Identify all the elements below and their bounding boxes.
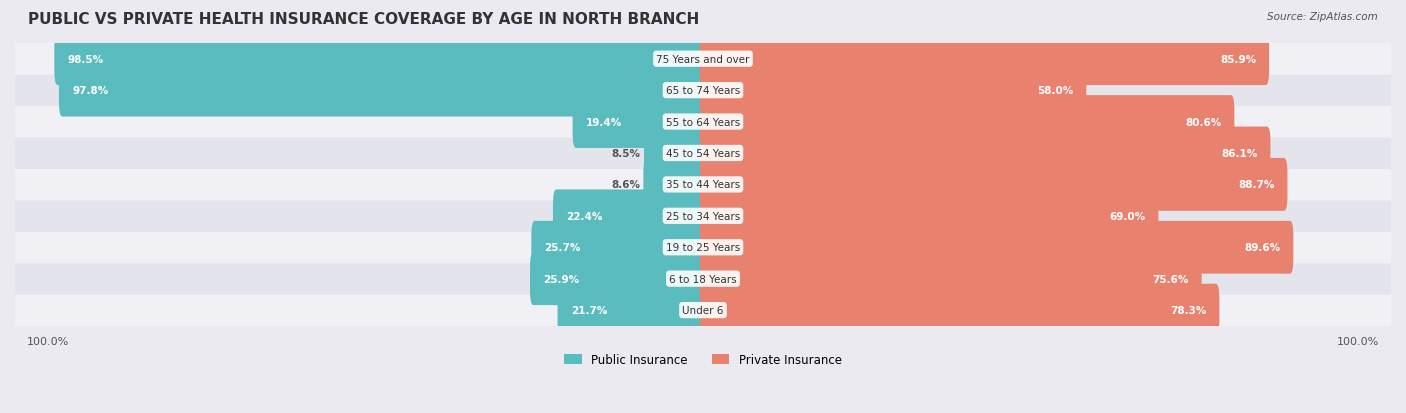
- Text: 35 to 44 Years: 35 to 44 Years: [666, 180, 740, 190]
- FancyBboxPatch shape: [700, 190, 1159, 243]
- Text: 25 to 34 Years: 25 to 34 Years: [666, 211, 740, 221]
- Text: 25.9%: 25.9%: [543, 274, 579, 284]
- Text: 69.0%: 69.0%: [1109, 211, 1146, 221]
- Text: 97.8%: 97.8%: [72, 86, 108, 96]
- FancyBboxPatch shape: [700, 221, 1294, 274]
- Text: 55 to 64 Years: 55 to 64 Years: [666, 117, 740, 127]
- Text: 75 Years and over: 75 Years and over: [657, 55, 749, 64]
- Text: 22.4%: 22.4%: [567, 211, 602, 221]
- FancyBboxPatch shape: [572, 96, 706, 149]
- FancyBboxPatch shape: [644, 127, 706, 180]
- Text: 85.9%: 85.9%: [1220, 55, 1256, 64]
- FancyBboxPatch shape: [15, 232, 1391, 263]
- FancyBboxPatch shape: [700, 284, 1219, 337]
- Text: 19.4%: 19.4%: [586, 117, 621, 127]
- FancyBboxPatch shape: [531, 221, 706, 274]
- FancyBboxPatch shape: [644, 159, 706, 211]
- FancyBboxPatch shape: [700, 159, 1288, 211]
- Text: 80.6%: 80.6%: [1185, 117, 1222, 127]
- Text: 19 to 25 Years: 19 to 25 Years: [666, 243, 740, 253]
- FancyBboxPatch shape: [59, 64, 706, 117]
- FancyBboxPatch shape: [700, 253, 1202, 305]
- FancyBboxPatch shape: [15, 294, 1391, 326]
- FancyBboxPatch shape: [558, 284, 706, 337]
- Text: Source: ZipAtlas.com: Source: ZipAtlas.com: [1267, 12, 1378, 22]
- FancyBboxPatch shape: [15, 43, 1391, 76]
- Text: 98.5%: 98.5%: [67, 55, 104, 64]
- FancyBboxPatch shape: [530, 253, 706, 305]
- FancyBboxPatch shape: [15, 263, 1391, 295]
- Text: 75.6%: 75.6%: [1152, 274, 1188, 284]
- Text: 58.0%: 58.0%: [1038, 86, 1073, 96]
- Text: 8.6%: 8.6%: [612, 180, 640, 190]
- Text: 21.7%: 21.7%: [571, 305, 607, 316]
- Text: 6 to 18 Years: 6 to 18 Years: [669, 274, 737, 284]
- FancyBboxPatch shape: [700, 64, 1087, 117]
- FancyBboxPatch shape: [553, 190, 706, 243]
- FancyBboxPatch shape: [15, 75, 1391, 107]
- FancyBboxPatch shape: [15, 200, 1391, 232]
- FancyBboxPatch shape: [700, 127, 1271, 180]
- FancyBboxPatch shape: [15, 138, 1391, 170]
- Text: 65 to 74 Years: 65 to 74 Years: [666, 86, 740, 96]
- Text: 45 to 54 Years: 45 to 54 Years: [666, 149, 740, 159]
- Text: 78.3%: 78.3%: [1170, 305, 1206, 316]
- FancyBboxPatch shape: [55, 33, 706, 86]
- Text: 25.7%: 25.7%: [544, 243, 581, 253]
- Text: PUBLIC VS PRIVATE HEALTH INSURANCE COVERAGE BY AGE IN NORTH BRANCH: PUBLIC VS PRIVATE HEALTH INSURANCE COVER…: [28, 12, 699, 27]
- Text: 88.7%: 88.7%: [1239, 180, 1274, 190]
- Text: 8.5%: 8.5%: [612, 149, 641, 159]
- Text: 86.1%: 86.1%: [1220, 149, 1257, 159]
- Text: 89.6%: 89.6%: [1244, 243, 1281, 253]
- Text: Under 6: Under 6: [682, 305, 724, 316]
- FancyBboxPatch shape: [700, 33, 1270, 86]
- Legend: Public Insurance, Private Insurance: Public Insurance, Private Insurance: [560, 349, 846, 371]
- FancyBboxPatch shape: [15, 169, 1391, 201]
- FancyBboxPatch shape: [15, 106, 1391, 138]
- FancyBboxPatch shape: [700, 96, 1234, 149]
